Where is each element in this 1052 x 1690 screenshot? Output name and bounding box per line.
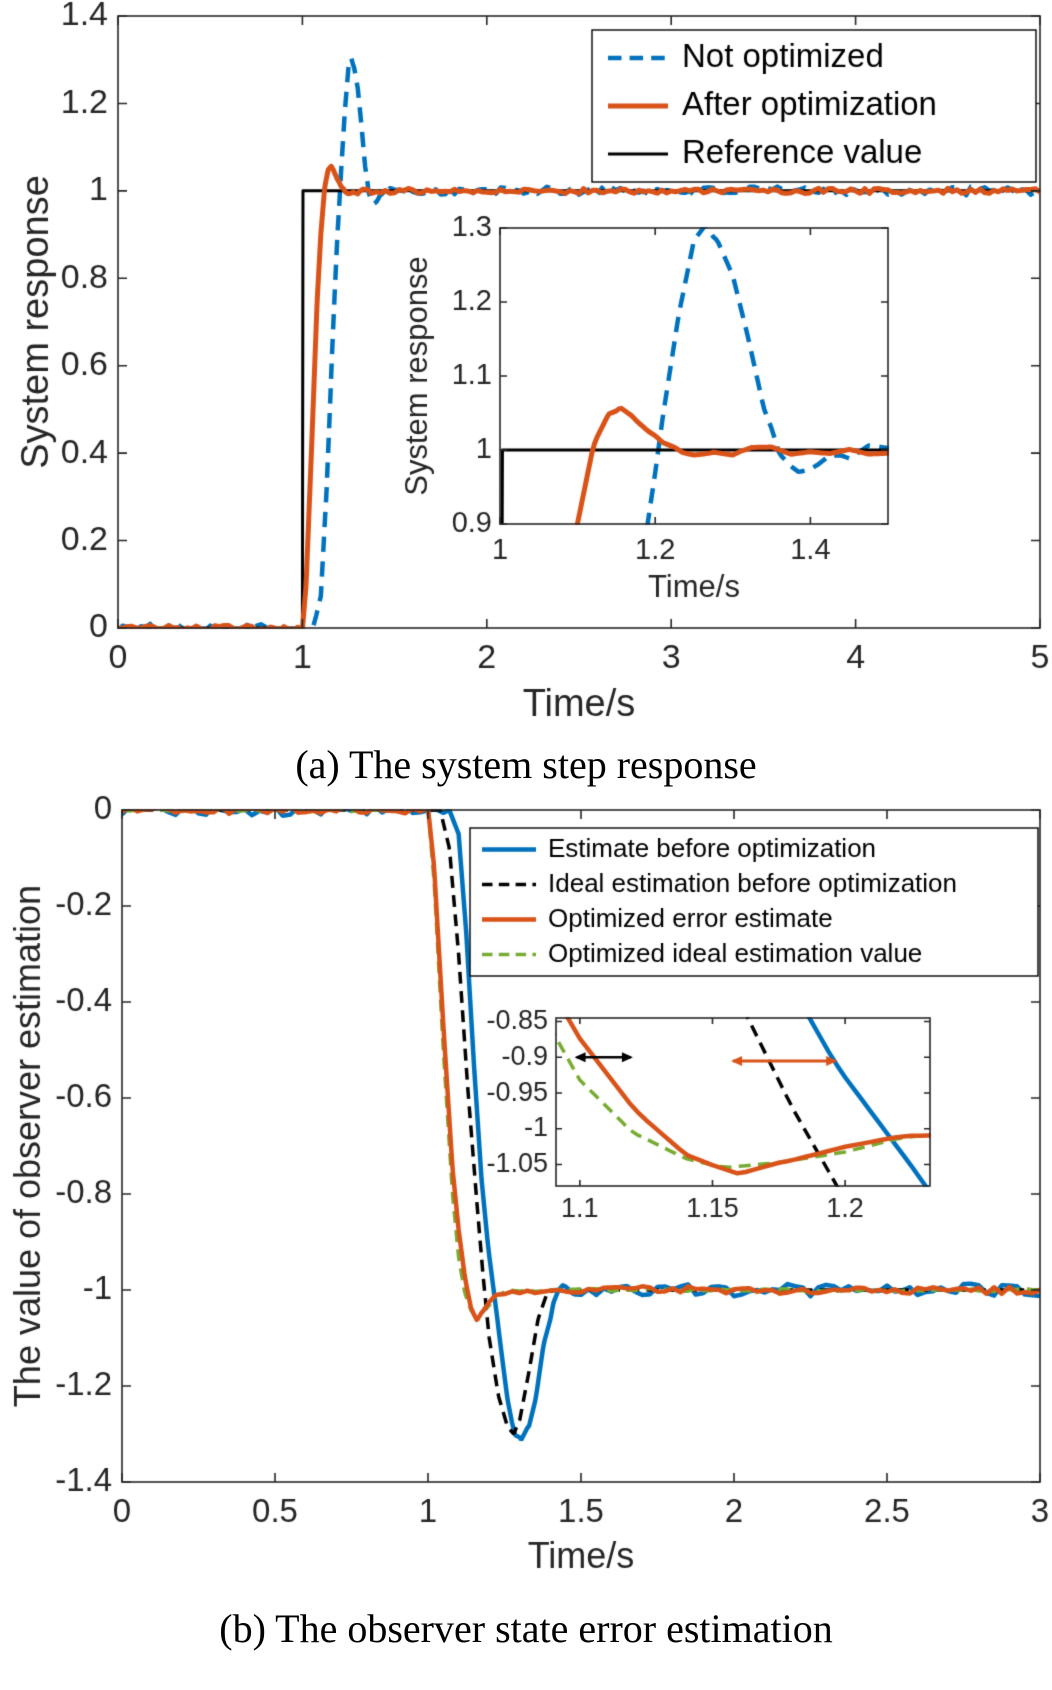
caption-panel-a: (a) The system step response	[295, 742, 757, 787]
caption-panel-b: (b) The observer state error estimation	[219, 1606, 833, 1651]
